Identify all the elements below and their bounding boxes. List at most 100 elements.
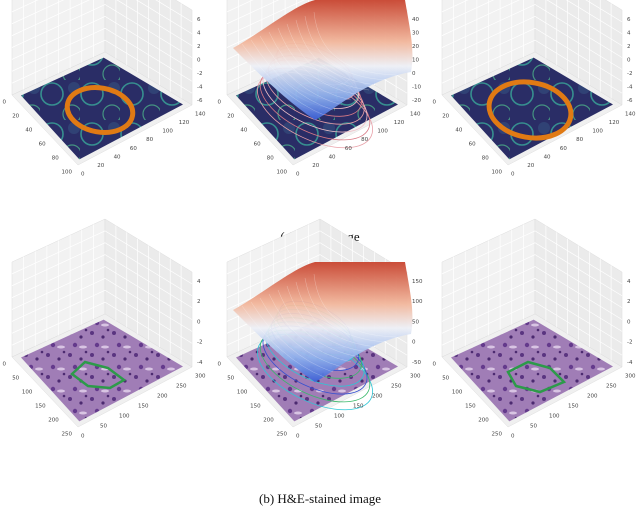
tick-label: 0 [627,57,631,63]
wall-grid [441,0,623,46]
tick-label: 0 [296,434,300,440]
tick-label: 40 [240,128,247,134]
segmentation-contour [70,360,127,390]
tick-label: 200 [478,418,489,424]
surface-mesh [268,31,352,101]
tick-label: 80 [146,137,153,143]
tick-label: 0 [511,434,515,440]
wall-grid [441,301,623,356]
tick-label: -4 [627,84,633,90]
image-plane [21,57,183,160]
tick-label: 0 [412,71,416,77]
tick-label: 20 [97,163,104,169]
tick-label: 250 [492,432,503,438]
wall-grid [11,39,193,94]
surface-mesh [250,39,334,111]
wall-grid [441,39,623,94]
tick-label: 0 [81,434,85,440]
tick-label: -4 [197,84,203,90]
tick-label: 150 [353,404,364,410]
wall-grid [441,289,623,344]
surface-mesh [250,301,334,373]
tick-label: 40 [544,154,551,160]
tick-label: 150 [465,404,476,410]
surface-mesh [259,35,343,106]
tick-label: 140 [410,112,421,118]
tick-label: 150 [412,279,423,285]
tick-label: -2 [197,340,202,346]
tick-label: 4 [627,30,631,36]
tick-label: 250 [176,384,187,390]
tick-label: -10 [412,84,421,90]
tick-label: 100 [62,170,73,176]
tick-label: -4 [627,360,633,366]
surface-mesh [286,23,370,91]
tick-label: 150 [35,404,46,410]
surface [233,0,413,120]
wall-grid [441,4,623,58]
plot-panel: 0 50 100 150 200 250 0 50 100 150 200 250 300 4 2 0 -2 -4 [3,218,206,440]
tick-label: 40 [25,128,32,134]
tick-label: 120 [609,120,620,126]
wall-grid [11,242,193,297]
tick-label: 250 [606,384,617,390]
tick-label: 50 [315,424,322,430]
tick-label: 100 [277,170,288,176]
tick-label: -2 [197,71,202,77]
tick-label: 80 [576,137,583,143]
wall-grid [441,0,623,23]
tick-label: -4 [197,360,203,366]
tick-label: 250 [277,432,288,438]
tick-label: 50 [442,376,449,382]
image-plane [451,319,613,422]
tick-label: -6 [627,98,633,104]
tick-label: 4 [197,30,201,36]
wall-grid [441,0,623,35]
tick-label: 2 [197,299,201,305]
tick-label: 0 [627,319,631,325]
tick-label: 250 [62,432,73,438]
tick-label: 20 [227,114,234,120]
tick-label: 80 [267,156,274,162]
tick-label: -50 [412,360,421,366]
wall-grid [11,230,193,285]
tick-label: 80 [482,156,489,162]
tick-label: 200 [48,418,59,424]
tick-label: 100 [334,414,345,420]
tick-label: 200 [157,394,168,400]
image-plane [451,57,613,160]
tick-label: -2 [627,71,632,77]
tick-label: 50 [100,424,107,430]
tick-label: 80 [52,156,59,162]
tick-label: 20 [442,114,449,120]
tick-label: 6 [197,17,201,23]
tick-label: 60 [560,146,567,152]
tick-label: 200 [263,418,274,424]
tick-label: 0 [3,100,7,106]
tick-label: 300 [195,374,206,380]
tick-label: 30 [412,30,419,36]
tick-label: 200 [372,394,383,400]
surface-mesh [313,11,397,76]
surface-mesh [259,297,343,368]
wall-grid [11,0,193,23]
tick-label: -20 [412,98,421,104]
tick-label: 300 [410,374,421,380]
tick-label: 40 [412,17,419,23]
tick-label: 0 [511,172,515,178]
tick-label: 40 [114,154,121,160]
tick-label: 60 [254,142,261,148]
surface-mesh [241,305,325,378]
tick-label: 0 [3,362,7,368]
segmentation-contour [506,360,567,394]
tick-label: 20 [527,163,534,169]
surface-mesh [277,289,361,358]
tick-label: 50 [12,376,19,382]
tick-label: 100 [237,390,248,396]
surface-mesh [277,27,361,96]
tick-label: 100 [162,129,173,135]
tick-label: 100 [452,390,463,396]
plot-panel: 0 50 100 150 200 250 0 50 100 150 200 250 300 150 100 5… [218,218,423,440]
tick-label: 60 [345,146,352,152]
